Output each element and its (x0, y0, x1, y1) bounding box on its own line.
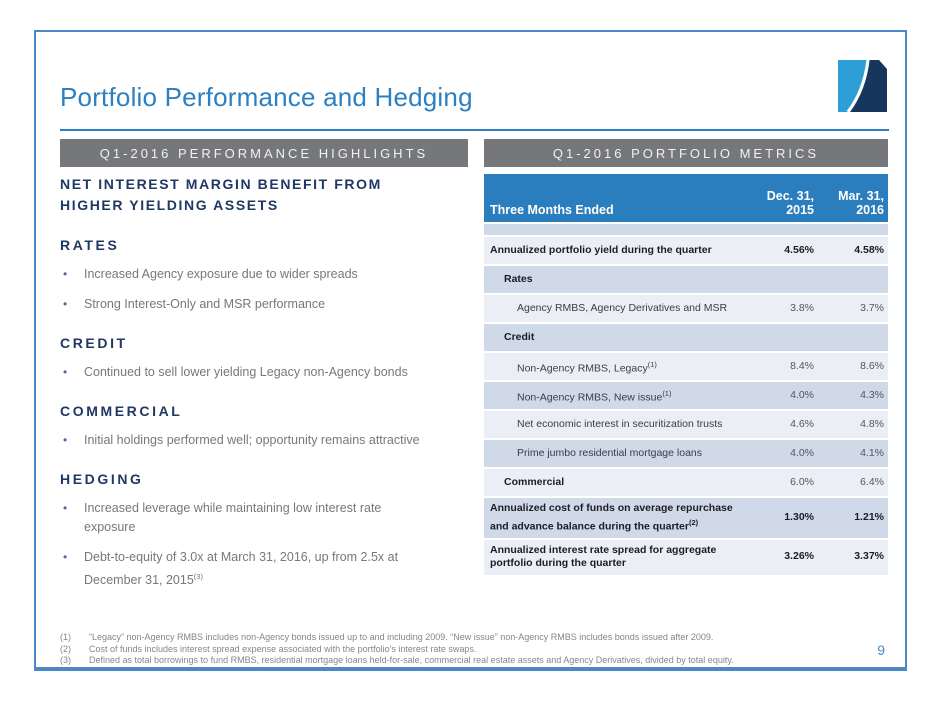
section-heading: COMMERCIAL (60, 403, 183, 419)
footnote: (1) “Legacy” non-Agency RMBS includes non… (60, 632, 886, 644)
table-row: Annualized portfolio yield during the qu… (484, 237, 888, 264)
section-heading: RATES (60, 237, 120, 253)
slide-title: Portfolio Performance and Hedging (60, 82, 473, 112)
table-spacer-row (484, 224, 888, 235)
table-row: Non-Agency RMBS, New issue(1) 4.0% 4.3% (484, 382, 888, 409)
row-value-mar2016: 4.8% (860, 417, 884, 430)
bullet-dot: • (63, 267, 68, 281)
table-row: Non-Agency RMBS, Legacy(1) 8.4% 8.6% (484, 353, 888, 380)
row-label: Annualized cost of funds on average repu… (490, 502, 733, 532)
bullet-text: Increased Agency exposure due to wider s… (84, 267, 358, 281)
portfolio-metrics-table: Three Months Ended Dec. 31, 2015 Mar. 31… (484, 174, 888, 575)
slide: Portfolio Performance and Hedging Q1-201… (34, 30, 907, 671)
company-logo-icon (838, 60, 887, 112)
footnote-number: (2) (60, 643, 71, 654)
footnote: (3) Defined as total borrowings to fund R… (60, 655, 886, 667)
row-value-mar2016: 3.7% (860, 301, 884, 314)
performance-highlights-panel: NET INTEREST MARGIN BENEFIT FROM HIGHER … (60, 174, 474, 590)
page-number: 9 (877, 642, 885, 658)
table-row: Credit (484, 324, 888, 351)
row-value-mar2016: 4.58% (854, 243, 884, 256)
row-label: Agency RMBS, Agency Derivatives and MSR (517, 301, 728, 314)
row-value-dec2015: 3.8% (790, 301, 814, 314)
row-value-mar2016: 4.3% (860, 388, 884, 401)
table-header-col1: Dec. 31, 2015 (766, 189, 814, 217)
row-label: Non-Agency RMBS, New issue(1) (517, 388, 672, 404)
footnotes: (1) “Legacy” non-Agency RMBS includes non… (60, 632, 886, 667)
bullet-item: • Initial holdings performed well; opport… (60, 431, 474, 450)
row-label: Commercial (504, 475, 565, 488)
row-label: Annualized portfolio yield during the qu… (490, 243, 712, 256)
row-value-dec2015: 4.0% (790, 446, 814, 459)
bullet-text: Strong Interest-Only and MSR performance (84, 297, 326, 311)
row-value-mar2016: 1.21% (854, 511, 884, 523)
row-value-mar2016: 8.6% (860, 359, 884, 372)
bullet-item: • Strong Interest-Only and MSR performanc… (60, 295, 474, 314)
section-heading: HEDGING (60, 471, 144, 487)
row-label: Annualized interest rate spread for aggr… (490, 543, 717, 570)
row-value-dec2015: 4.0% (790, 388, 814, 401)
table-row: Net economic interest in securitization … (484, 411, 888, 438)
bullet-dot: • (63, 501, 68, 515)
row-label: Rates (504, 272, 533, 285)
table-row: Agency RMBS, Agency Derivatives and MSR 3… (484, 295, 888, 322)
bullet-item: • Increased Agency exposure due to wider … (60, 265, 474, 284)
bullet-item: • Debt-to-equity of 3.0x at March 31, 201… (60, 548, 474, 590)
row-value-dec2015: 8.4% (790, 359, 814, 372)
row-label: Prime jumbo residential mortgage loans (517, 446, 703, 459)
footnote-number: (3) (60, 655, 71, 665)
section-heading: CREDIT (60, 335, 128, 351)
table-header-label: Three Months Ended (490, 203, 614, 217)
footnote-number: (1) (60, 632, 71, 642)
bullet-text: Increased leverage while maintaining low… (84, 501, 382, 534)
table-row: Commercial 6.0% 6.4% (484, 469, 888, 496)
title-divider (60, 129, 889, 131)
bullet-dot: • (63, 297, 68, 311)
table-header-row: Three Months Ended Dec. 31, 2015 Mar. 31… (484, 174, 888, 222)
bullet-dot: • (63, 365, 68, 379)
bullet-dot: • (63, 433, 68, 447)
bullet-text: Continued to sell lower yielding Legacy … (84, 365, 408, 379)
table-row: Annualized cost of funds on average repu… (484, 498, 888, 538)
table-body: Annualized portfolio yield during the qu… (484, 237, 888, 575)
right-panel-header: Q1-2016 PORTFOLIO METRICS (484, 139, 888, 167)
bullet-text: Debt-to-equity of 3.0x at March 31, 2016… (84, 550, 399, 588)
footnote: (2) Cost of funds includes interest sprea… (60, 644, 886, 656)
row-value-dec2015: 1.30% (784, 511, 814, 523)
row-value-mar2016: 6.4% (860, 475, 884, 488)
table-row: Annualized interest rate spread for aggr… (484, 539, 888, 575)
bullet-item: • Continued to sell lower yielding Legacy… (60, 363, 474, 382)
table-header-col2: Mar. 31, 2016 (838, 189, 884, 217)
row-value-dec2015: 4.6% (790, 417, 814, 430)
row-label: Credit (504, 330, 535, 343)
highlight-sections: RATES • Increased Agency exposure due to w… (60, 237, 474, 590)
row-value-dec2015: 3.26% (784, 550, 814, 563)
bullet-text: Initial holdings performed well; opportu… (84, 433, 420, 447)
row-value-mar2016: 4.1% (860, 446, 884, 459)
bullet-item: • Increased leverage while maintaining lo… (60, 499, 474, 537)
row-label: Non-Agency RMBS, Legacy(1) (517, 359, 657, 375)
bullet-dot: • (63, 550, 68, 564)
row-value-dec2015: 6.0% (790, 475, 814, 488)
left-panel-header: Q1-2016 PERFORMANCE HIGHLIGHTS (60, 139, 468, 167)
table-row: Prime jumbo residential mortgage loans 4.… (484, 440, 888, 467)
footnote-text: Cost of funds includes interest spread e… (89, 643, 477, 654)
footnote-text: “Legacy” non-Agency RMBS includes non-Ag… (89, 632, 714, 642)
row-value-dec2015: 4.56% (784, 243, 814, 256)
footnote-text: Defined as total borrowings to fund RMBS… (89, 655, 734, 665)
table-row: Rates (484, 266, 888, 293)
row-label: Net economic interest in securitization … (517, 417, 723, 430)
row-value-mar2016: 3.37% (854, 550, 884, 563)
headline: NET INTEREST MARGIN BENEFIT FROM HIGHER … (60, 176, 382, 213)
